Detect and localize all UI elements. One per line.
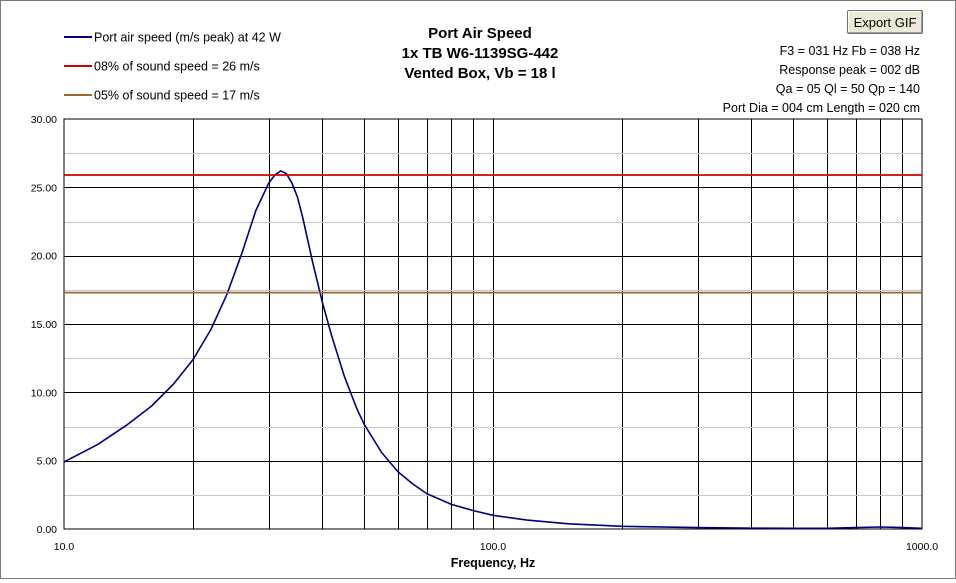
legend-label: 08% of sound speed = 26 m/s — [94, 60, 260, 74]
x-axis-label: Frequency, Hz — [451, 556, 536, 570]
y-tick-label: 15.00 — [31, 319, 57, 331]
title-line-3: Vented Box, Vb = 18 l — [404, 65, 555, 82]
tick-labels: 0.00 5.00 10.00 15.00 20.00 25.00 30.00 10.0 100… — [31, 114, 938, 553]
y-tick-label: 30.00 — [31, 114, 57, 126]
series-line-1 — [63, 170, 923, 530]
x-tick-label: 100.0 — [480, 541, 506, 553]
title-line-1: Port Air Speed — [428, 25, 532, 42]
info-response-peak: Response peak = 002 dB — [779, 63, 920, 77]
legend-label: Port air speed (m/s peak) at 42 W — [94, 31, 281, 45]
grid — [64, 119, 922, 529]
legend-label: 05% of sound speed = 17 m/s — [94, 89, 260, 103]
x-tick-label: 1000.0 — [906, 541, 938, 553]
y-tick-label: 5.00 — [37, 456, 58, 468]
info-port-dims: Port Dia = 004 cm Length = 020 cm — [723, 101, 920, 115]
y-tick-label: 10.00 — [31, 387, 57, 399]
y-tick-label: 25.00 — [31, 182, 57, 194]
export-gif-button[interactable]: Export GIF — [847, 10, 923, 34]
y-tick-label: 0.00 — [37, 524, 58, 536]
x-tick-label: 10.0 — [54, 541, 75, 553]
info-q-values: Qa = 05 Ql = 50 Qp = 140 — [776, 82, 920, 96]
plot-area-border — [63, 118, 923, 530]
legend: Port air speed (m/s peak) at 42 W 08% of … — [64, 31, 281, 103]
series-layer — [63, 170, 923, 530]
y-tick-label: 20.00 — [31, 251, 57, 263]
info-f3-fb: F3 = 031 Hz Fb = 038 Hz — [780, 44, 920, 58]
chart-title: Port Air Speed 1x TB W6-1139SG-442 Vente… — [402, 25, 559, 82]
title-line-2: 1x TB W6-1139SG-442 — [402, 45, 559, 62]
info-panel: F3 = 031 Hz Fb = 038 Hz Response peak = … — [723, 44, 920, 115]
